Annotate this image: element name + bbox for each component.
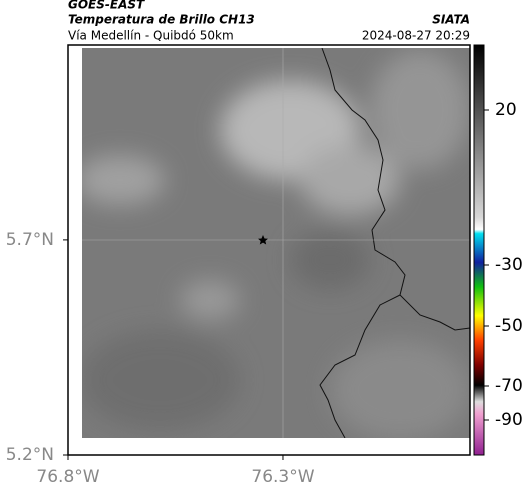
y-tick-label: 5.2°N — [6, 445, 54, 465]
colorbar-tick-label: 20 — [495, 100, 517, 120]
colorbar-tick-label: -70 — [495, 376, 523, 396]
product: Temperatura de Brillo CH13 — [68, 13, 255, 27]
colorbar-tick-label: -90 — [495, 410, 523, 430]
y-tick-label: 5.7°N — [6, 230, 54, 250]
map-frame — [67, 44, 471, 456]
x-tick-label: 76.3°W — [251, 467, 314, 487]
colorbar-tick-label: -50 — [495, 316, 523, 336]
datetime: 2024-08-27 20:29 — [362, 29, 470, 43]
x-tick-label: 76.8°W — [36, 467, 99, 487]
colorbar-tick-label: -30 — [495, 255, 523, 275]
colorbar — [473, 44, 485, 456]
location: Vía Medellín - Quibdó 50km — [68, 29, 234, 43]
satellite: GOES-EAST — [68, 0, 145, 12]
site-marker — [258, 235, 268, 245]
satellite-image — [82, 48, 470, 438]
source: SIATA — [432, 13, 470, 27]
